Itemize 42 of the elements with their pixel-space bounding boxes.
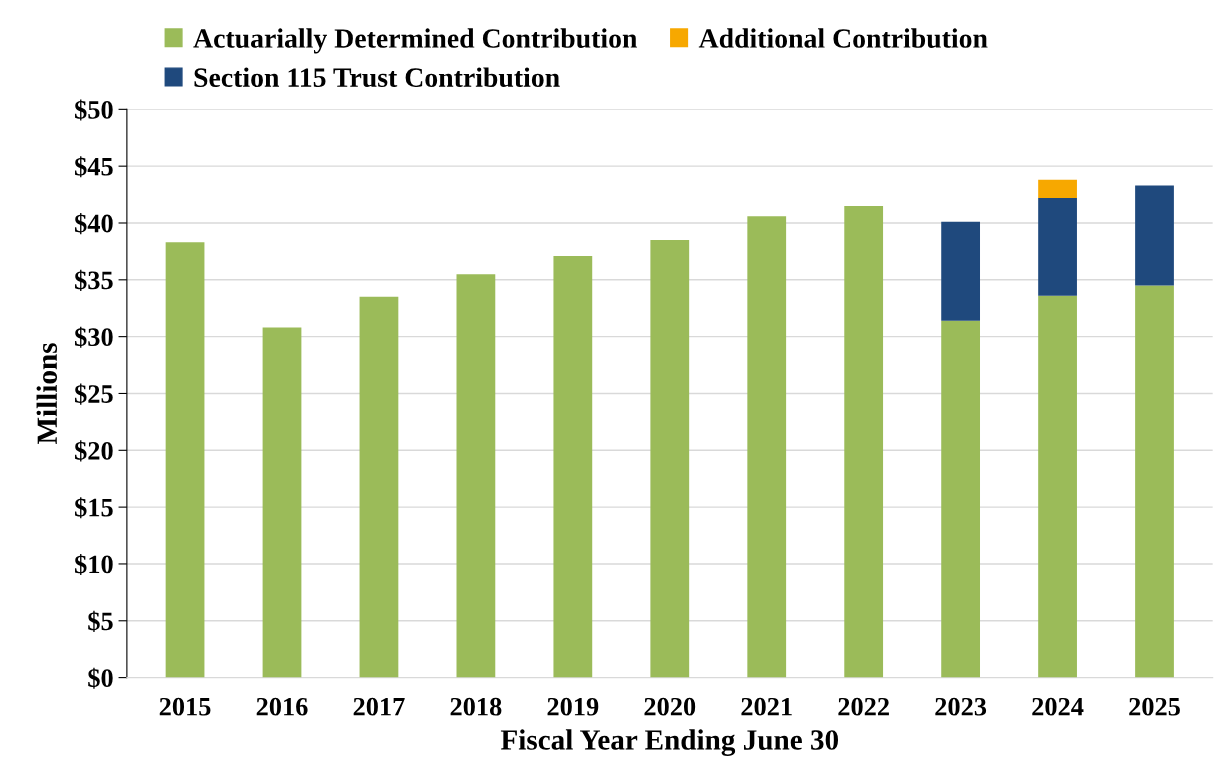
bar <box>553 255 593 678</box>
y-tick-label: $50 <box>75 99 113 121</box>
x-tick-label: 2016 <box>256 697 308 716</box>
bar <box>359 296 399 678</box>
bar <box>650 240 690 678</box>
y-tick-label: $20 <box>75 440 113 462</box>
y-tick-label: $5 <box>88 610 113 632</box>
x-tick-label: 2024 <box>1032 697 1084 716</box>
bar <box>747 216 787 678</box>
y-tick-label: $15 <box>75 497 113 519</box>
bar <box>1135 185 1174 286</box>
x-axis-title: Fiscal Year Ending June 30 <box>500 729 839 756</box>
bar <box>844 205 884 678</box>
x-tick-label: 2025 <box>1129 697 1180 716</box>
bar <box>1038 295 1077 678</box>
x-tick-label: 2022 <box>838 697 889 716</box>
x-tick-label: 2020 <box>644 697 696 716</box>
bar <box>941 221 981 321</box>
x-tick-label: 2023 <box>935 697 987 716</box>
y-tick-label: $10 <box>75 554 113 576</box>
bar <box>1135 285 1174 678</box>
bar <box>262 327 302 678</box>
bar <box>941 320 981 678</box>
y-axis-title: Millions <box>36 343 58 445</box>
y-tick-label: $30 <box>75 326 113 348</box>
y-tick-label: $35 <box>75 269 113 291</box>
legend-label: Additional Contribution <box>698 28 988 48</box>
legend-label: Actuarially Determined Contribution <box>193 28 638 54</box>
x-tick-label: 2015 <box>159 697 211 716</box>
y-tick-label: $0 <box>88 667 113 689</box>
legend-label: Section 115 Trust Contribution <box>194 67 560 88</box>
bar <box>1038 197 1077 296</box>
bar <box>1038 179 1077 198</box>
x-tick-label: 2017 <box>353 697 405 716</box>
x-tick-label: 2021 <box>741 697 792 716</box>
y-tick-label: $25 <box>75 383 113 405</box>
bar <box>165 242 205 678</box>
y-tick-label: $40 <box>75 213 113 235</box>
y-tick-label: $45 <box>75 156 113 178</box>
x-tick-label: 2018 <box>450 697 502 716</box>
bar <box>456 274 496 678</box>
x-tick-label: 2019 <box>547 697 599 716</box>
